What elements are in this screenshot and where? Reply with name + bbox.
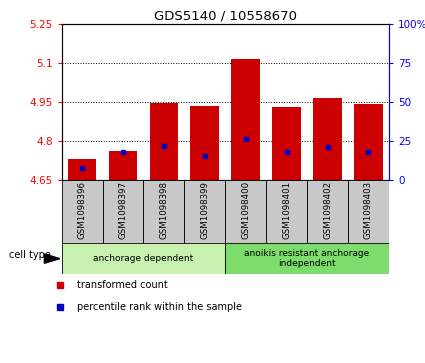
Text: GSM1098399: GSM1098399	[200, 181, 209, 239]
Text: GSM1098400: GSM1098400	[241, 181, 250, 239]
Bar	[150, 103, 178, 180]
Text: transformed count: transformed count	[76, 280, 167, 290]
Text: GSM1098396: GSM1098396	[78, 181, 87, 239]
Text: anoikis resistant anchorage
independent: anoikis resistant anchorage independent	[244, 249, 370, 268]
Bar	[272, 107, 301, 180]
Text: anchorage dependent: anchorage dependent	[94, 254, 193, 263]
Polygon shape	[44, 254, 60, 263]
Text: GSM1098398: GSM1098398	[159, 181, 168, 239]
Bar	[190, 106, 219, 180]
Bar	[225, 243, 389, 274]
Bar	[266, 180, 307, 243]
Text: GSM1098401: GSM1098401	[282, 181, 291, 239]
Bar	[225, 180, 266, 243]
Bar	[354, 104, 383, 180]
Bar	[313, 98, 342, 180]
Bar	[231, 59, 260, 180]
Bar	[102, 180, 143, 243]
Bar	[348, 180, 389, 243]
Bar	[62, 180, 102, 243]
Bar	[184, 180, 225, 243]
Text: percentile rank within the sample: percentile rank within the sample	[76, 302, 242, 312]
Bar	[68, 159, 96, 180]
Bar	[143, 180, 184, 243]
Bar	[109, 151, 137, 180]
Text: GSM1098397: GSM1098397	[119, 181, 128, 239]
Bar	[307, 180, 348, 243]
Bar	[62, 243, 225, 274]
Text: GSM1098403: GSM1098403	[364, 181, 373, 239]
Title: GDS5140 / 10558670: GDS5140 / 10558670	[154, 9, 297, 23]
Text: cell type: cell type	[9, 250, 51, 260]
Text: GSM1098402: GSM1098402	[323, 181, 332, 239]
